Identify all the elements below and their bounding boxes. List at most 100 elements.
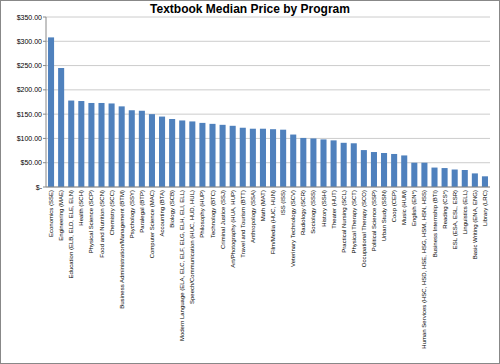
- category-label: Business Administration/Management (BTM): [119, 190, 125, 309]
- bar: [139, 111, 145, 187]
- category-label: Modern Language (ELA, ELC, ELF, ELG, ELH…: [179, 190, 185, 341]
- bar: [98, 103, 104, 187]
- category-label: Psychology (SSY): [129, 190, 135, 238]
- bar: [462, 170, 468, 187]
- category-label: Computer Science (MAC): [149, 190, 155, 258]
- tick-label: $200.00: [17, 86, 42, 93]
- bar: [421, 163, 427, 187]
- bar: [220, 125, 226, 187]
- category-label: Political Science (SSP): [371, 190, 377, 251]
- category-label: Library (LRC): [482, 190, 488, 226]
- bar: [230, 126, 236, 187]
- bar: [250, 129, 256, 187]
- bar: [240, 128, 246, 187]
- bar: [361, 150, 367, 187]
- bar: [482, 176, 488, 187]
- bar: [371, 152, 377, 187]
- tick-label: $150.00: [17, 111, 42, 118]
- category-label: ISS (ISS): [280, 190, 286, 215]
- category-label: Theater (HUT): [331, 190, 337, 229]
- grid-line: [46, 65, 490, 66]
- category-label: Film/Media (HUC, HUN): [270, 190, 276, 254]
- bar: [179, 120, 185, 187]
- bar: [189, 121, 195, 187]
- category-label: Paralegal (BTP): [139, 190, 145, 233]
- bar: [260, 129, 266, 187]
- x-axis: [46, 187, 490, 188]
- title: Textbook Median Price by Program: [150, 2, 350, 16]
- bar: [331, 140, 337, 187]
- grid-line: [46, 17, 490, 18]
- bar: [341, 143, 347, 187]
- bar: [78, 101, 84, 187]
- category-label: Chemistry (SCC): [109, 190, 115, 235]
- category-label: Coop (CEP): [391, 190, 397, 222]
- category-label: Linguistics (ELL): [462, 190, 468, 234]
- bar: [442, 168, 448, 187]
- category-label: Radiology (SCR): [300, 190, 306, 235]
- category-label: Anthropology (SSA): [250, 190, 256, 243]
- category-label: Math (MAT): [260, 190, 266, 221]
- bar: [431, 168, 437, 187]
- category-label: Biology (SCB): [169, 190, 175, 228]
- category-label: Reading (CS*): [442, 190, 448, 229]
- category-label: Basic Writing (ENA, ENG): [472, 190, 478, 259]
- category-label: Human Services (HSC, HSD, HSE, HSG, HSM,…: [421, 190, 427, 349]
- category-label: Accounting (BTA): [159, 190, 165, 237]
- bars: [48, 37, 488, 187]
- category-label: Engineering (MAE): [58, 190, 64, 241]
- bar: [68, 101, 74, 187]
- tick-label: $-: [36, 184, 43, 191]
- frame: [1, 1, 500, 364]
- bar: [109, 103, 115, 187]
- category-label: Art/Photography (HUA, HUP): [230, 190, 236, 268]
- category-label: Technology (BTC): [210, 190, 216, 238]
- tick-label: $100.00: [17, 135, 42, 142]
- category-label: Travel and Tourism (BTT): [240, 190, 246, 258]
- bar: [391, 154, 397, 187]
- category-label: Health (SCH): [78, 190, 84, 226]
- tick-label: $50.00: [21, 159, 43, 166]
- bar: [169, 119, 175, 187]
- bar: [129, 110, 135, 187]
- grid-line: [46, 187, 490, 188]
- tick-label: $350.00: [17, 14, 42, 21]
- category-label: Criminal Justice (SSJ): [220, 190, 226, 249]
- category-label: Urban Study (SSN): [381, 190, 387, 241]
- bar: [58, 68, 64, 187]
- bar: [472, 173, 478, 187]
- bar: [88, 103, 94, 187]
- category-label: Education (ELB, ELD, ELE, ELN): [68, 190, 74, 278]
- category-label: Physical Science (SCP): [88, 190, 94, 253]
- bar: [209, 124, 215, 187]
- category-label: Business Internship (BTI): [432, 190, 438, 257]
- bar: [411, 163, 417, 187]
- bar: [290, 135, 296, 187]
- category-label: ESL (ESA, ESL, ESR): [452, 190, 458, 249]
- category-label: Occupational Therapy (SCO): [361, 190, 367, 267]
- category-label: Speech/Communication (HUC, HUD, HUL): [189, 190, 195, 304]
- bar: [270, 129, 276, 187]
- bar: [401, 155, 407, 187]
- y-axis: [46, 17, 47, 187]
- tick-label: $250.00: [17, 62, 42, 69]
- bar: [280, 130, 286, 187]
- chart: Textbook Median Price by Program $- $50.00…: [0, 0, 500, 364]
- bar: [149, 114, 155, 187]
- bar: [351, 143, 357, 187]
- bar: [381, 153, 387, 187]
- category-label: Economics (SSE): [48, 190, 54, 237]
- category-label: Veterinary Technology (SCV): [290, 190, 296, 267]
- tick-label: $300.00: [17, 38, 42, 45]
- category-label: Philosophy (HUP): [199, 190, 205, 238]
- category-label: Food and Nutrition (SCN): [99, 190, 105, 258]
- bar: [48, 37, 54, 187]
- category-label: Music (HUM): [401, 190, 407, 225]
- bar: [300, 138, 306, 187]
- category-label: History (SSH): [321, 190, 327, 227]
- category-label: English (EN*): [411, 190, 417, 226]
- bar: [320, 139, 326, 187]
- bar: [199, 123, 205, 187]
- bar: [119, 106, 125, 187]
- bar: [452, 170, 458, 187]
